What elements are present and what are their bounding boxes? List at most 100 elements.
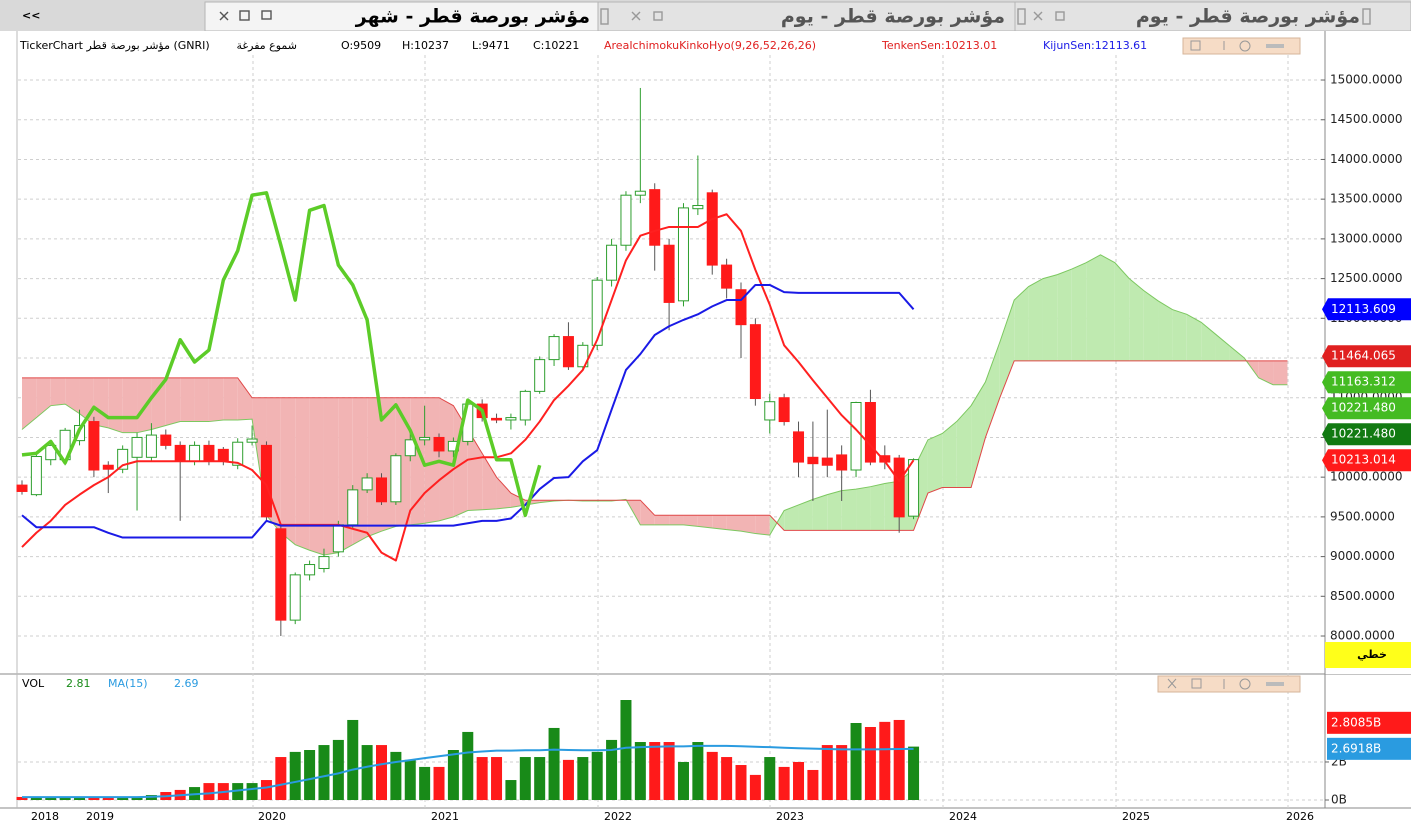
cloud-span-b — [22, 360, 1288, 531]
candle-body — [433, 436, 445, 452]
open: O:9509 — [341, 39, 381, 52]
cloud-segment — [237, 377, 253, 420]
candle-body — [332, 524, 344, 553]
candle-body — [390, 455, 402, 503]
tab-icons[interactable] — [600, 8, 663, 25]
chart-area — [0, 31, 1411, 828]
candle-body — [793, 431, 805, 463]
volume-bar — [203, 783, 215, 800]
symbol: TickerChart مؤشر بورصة قطر (GNRI) — [19, 39, 210, 52]
cloud-segment — [798, 499, 813, 531]
cloud-segment — [683, 515, 698, 527]
volume-bar — [505, 780, 517, 800]
cloud-segment — [999, 300, 1015, 398]
y-tick-label: 15000.0000 — [1330, 73, 1403, 87]
tab-icons[interactable] — [219, 10, 272, 21]
volume-bar — [908, 746, 920, 800]
price-label-box — [1322, 298, 1411, 321]
y-tick-label: 13500.0000 — [1330, 192, 1403, 206]
volume-bar — [677, 761, 689, 800]
cloud-segment — [1229, 346, 1245, 361]
volume-bar — [404, 759, 416, 800]
tab-title[interactable]: مؤشر بورصة قطر - يوم — [781, 6, 1005, 28]
tab-title[interactable]: مؤشر بورصة قطر - شهر — [355, 6, 590, 28]
volume-bar — [419, 766, 431, 800]
candle-body — [217, 448, 229, 462]
cloud-segment — [1100, 254, 1115, 361]
cloud-segment — [122, 377, 138, 433]
cloud-segment — [295, 397, 310, 551]
candle-body — [30, 456, 42, 496]
candle-body — [778, 397, 790, 423]
chart-mode[interactable]: خطي — [1357, 648, 1387, 661]
cloud-segment — [1071, 262, 1087, 361]
volume-bar — [232, 783, 244, 800]
candle-body — [88, 421, 100, 471]
cloud-segment — [367, 397, 382, 537]
cloud-segment — [180, 377, 195, 422]
cloud-segment — [1172, 309, 1187, 361]
cloud-segment — [726, 515, 741, 532]
cloud-segment — [654, 515, 670, 525]
cloud-segment — [1186, 314, 1202, 361]
y-tick-label: 8500.0000 — [1330, 589, 1395, 603]
candle-body — [634, 190, 646, 196]
tab[interactable] — [597, 1, 1016, 32]
candle-body — [606, 244, 618, 281]
y-tick-label: 13000.0000 — [1330, 231, 1403, 245]
cloud-segment — [712, 515, 727, 530]
volume-bar — [246, 783, 258, 800]
cloud-segment — [755, 515, 770, 536]
cloud-segment — [194, 377, 209, 422]
volume-bar — [131, 796, 143, 800]
candle-body — [505, 417, 517, 421]
cloud-segment — [1129, 278, 1144, 361]
chart-mode-box — [1325, 642, 1411, 668]
panel-buttons[interactable] — [1157, 675, 1301, 693]
candle-body — [117, 448, 129, 470]
cloud-segment — [496, 477, 511, 509]
indicator-line — [21, 213, 915, 562]
tab-scroll[interactable]: << — [22, 9, 40, 22]
volume-bar — [850, 723, 862, 800]
volume-bar — [59, 796, 71, 800]
cloud-segment — [1028, 278, 1043, 361]
high: H:10237 — [402, 39, 449, 52]
volume-bar — [30, 796, 42, 800]
candle-body — [649, 189, 661, 246]
candle-body — [548, 336, 560, 361]
volume-value: 2.81 — [66, 677, 91, 690]
candle-body — [534, 359, 546, 392]
price-label-box — [1322, 371, 1411, 394]
indicator: AreaIchimokuKinkoHyo(9,26,52,26,26) — [604, 39, 816, 52]
candle-body — [131, 436, 143, 458]
cloud-segment — [1042, 274, 1058, 361]
candle-body — [864, 401, 876, 463]
volume-bar — [361, 745, 373, 800]
volume-bar — [749, 774, 761, 800]
tab-icons[interactable] — [1017, 8, 1371, 25]
volume-bar — [289, 751, 301, 800]
candle-body — [203, 444, 215, 462]
candle-body — [836, 454, 848, 471]
candle-body — [908, 459, 920, 517]
panel-buttons[interactable] — [1182, 37, 1301, 55]
volume-bar — [692, 742, 704, 800]
price-label: 12113.609 — [1331, 302, 1396, 316]
cloud-segment — [309, 397, 324, 556]
candle-body — [347, 489, 359, 526]
volume-bar — [447, 750, 459, 800]
y-tick-label: 10000.0000 — [1330, 470, 1403, 484]
tab-title[interactable]: مؤشر بورصة قطر - يوم — [1136, 6, 1360, 28]
volume-bar — [304, 750, 316, 800]
volume-bar — [764, 757, 776, 800]
cloud-segment — [467, 429, 483, 511]
volume-bar — [519, 757, 531, 800]
cloud-segment — [697, 515, 713, 528]
volume-bar — [534, 757, 546, 800]
cloud-segment — [669, 515, 684, 525]
candle-body — [721, 264, 733, 289]
cloud-segment — [1114, 262, 1130, 361]
cloud-segment — [784, 504, 799, 531]
candle-body — [376, 477, 387, 503]
